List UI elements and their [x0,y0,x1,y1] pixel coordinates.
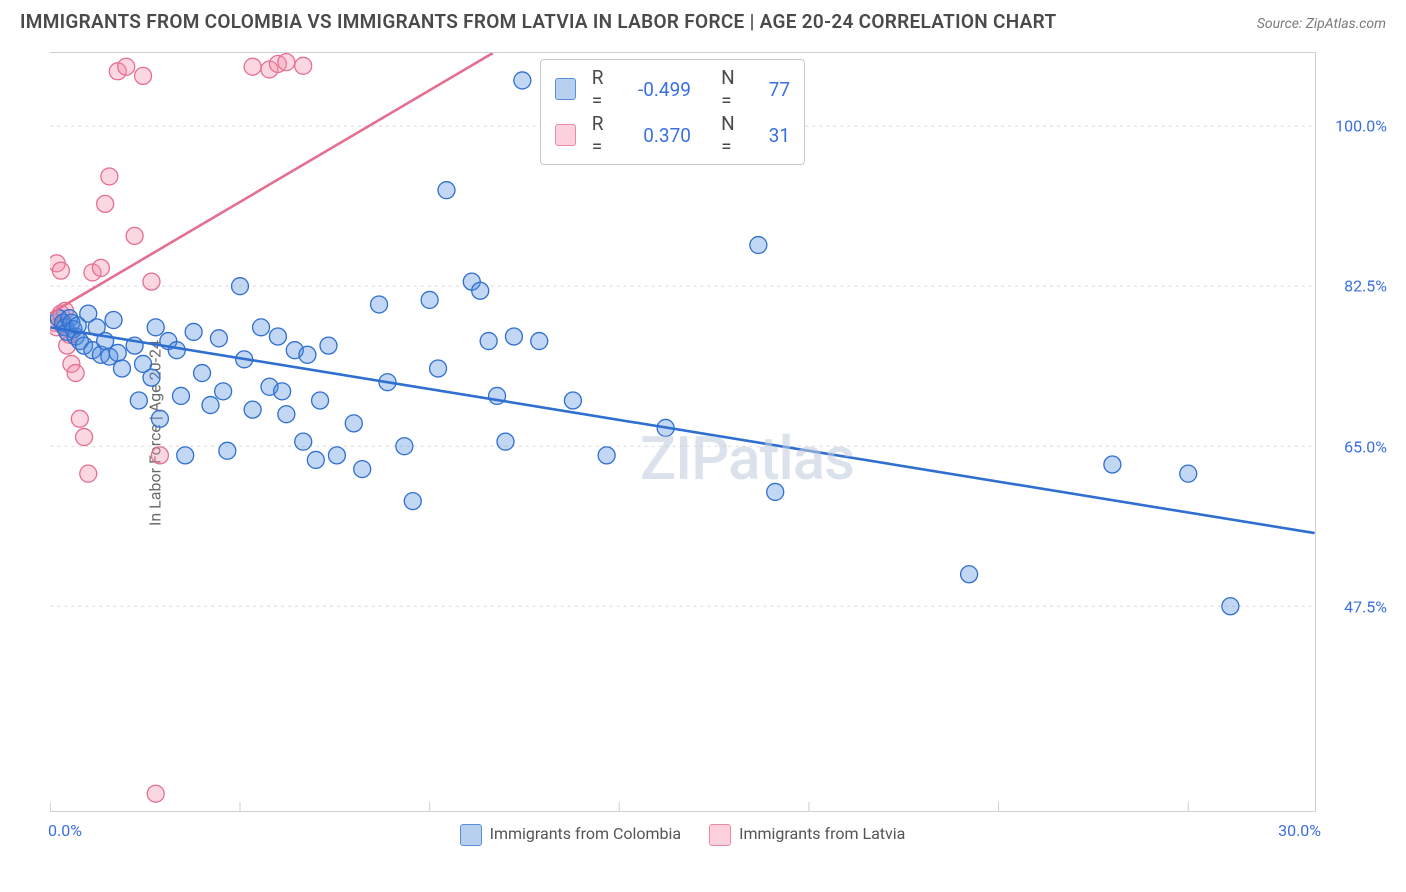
n-value: 77 [756,78,790,101]
legend-swatch [555,78,576,100]
legend-swatch [709,824,731,846]
legend-item: Immigrants from Latvia [709,824,905,846]
chart-title: IMMIGRANTS FROM COLOMBIA VS IMMIGRANTS F… [20,10,1056,33]
correlation-stats-box: R = -0.499 N = 77 R = 0.370 N = 31 [540,59,805,165]
r-label: R = [592,66,617,112]
legend-swatch [555,124,576,146]
n-label: N = [721,66,748,112]
y-tick-label: 65.0% [1344,437,1387,456]
n-value: 31 [756,124,790,147]
r-label: R = [592,112,617,158]
legend-swatch [460,824,482,846]
legend-label: Immigrants from Latvia [739,824,905,843]
stat-row: R = 0.370 N = 31 [555,112,790,158]
chart-area: In Labor Force | Age 20-24 ZIPatlas R =-… [50,52,1316,812]
y-tick-label: 82.5% [1344,277,1387,296]
r-value: 0.370 [625,124,691,147]
source-label: Source: ZipAtlas.com [1257,16,1386,32]
bottom-legend: Immigrants from Colombia Immigrants from … [50,824,1315,846]
legend-label: Immigrants from Colombia [490,824,682,843]
y-tick-label: 100.0% [1335,117,1387,136]
r-value: -0.499 [625,78,691,101]
stat-row: R = -0.499 N = 77 [555,66,790,112]
scatter-plot-svg [50,53,1315,812]
n-label: N = [721,112,748,158]
legend-item: Immigrants from Colombia [460,824,682,846]
y-tick-label: 47.5% [1344,597,1387,616]
